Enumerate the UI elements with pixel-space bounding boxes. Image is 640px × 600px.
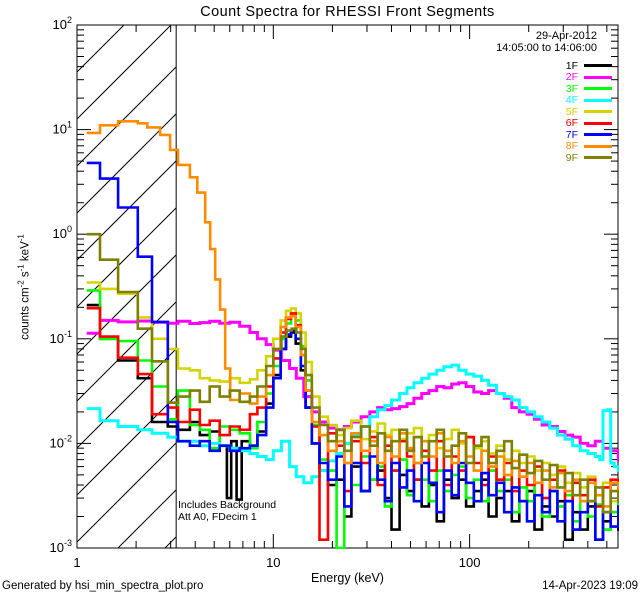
legend-label-7F: 7F (565, 128, 578, 141)
legend-item-3F: 3F (554, 82, 612, 95)
spectra-series (86, 120, 619, 549)
series-line-9F (86, 232, 619, 514)
legend-label-3F: 3F (565, 82, 578, 95)
legend-label-1F: 1F (565, 59, 578, 72)
legend-swatch-9F (584, 156, 612, 160)
observation-date: 29-Apr-2012 (535, 30, 597, 42)
legend-item-2F: 2F (554, 72, 612, 82)
legend-item-9F: 9F (554, 153, 612, 163)
legend-item-1F: 1F (554, 59, 612, 72)
legend-swatch-4F (584, 98, 612, 102)
observation-time-range: 14:05:00 to 14:06:00 (496, 42, 597, 54)
series-line-4F (86, 363, 619, 485)
x-tick-label: 1 (73, 555, 80, 570)
annotation-attenuator-state: Att A0, FDecim 1 (178, 510, 257, 523)
axis-ticks (76, 24, 618, 549)
series-line-8F (86, 120, 619, 508)
legend-item-4F: 4F (554, 95, 612, 105)
footer-timestamp: 14-Apr-2023 19:09 (542, 580, 638, 592)
legend-label-8F: 8F (565, 140, 578, 153)
legend-swatch-2F (584, 75, 612, 79)
tick-labels: 1 10 100 102 101 100 10-1 10-2 10-3 (50, 15, 481, 570)
legend-swatch-3F (584, 87, 612, 91)
series-line-6F (86, 306, 619, 541)
legend-label-6F: 6F (565, 117, 578, 130)
plot-frame (76, 24, 619, 549)
legend-swatch-8F (584, 144, 612, 148)
hatched-low-energy-region (77, 25, 177, 548)
legend-swatch-7F (584, 133, 612, 137)
legend-item-6F: 6F (554, 117, 612, 130)
y-tick-label: 10-1 (50, 329, 72, 346)
y-tick-label: 100 (53, 224, 72, 241)
legend-label-4F: 4F (565, 94, 578, 107)
legend-swatch-5F (584, 110, 612, 114)
legend-swatch-6F (584, 121, 612, 125)
plot-title: Count Spectra for RHESSI Front Segments (200, 4, 495, 20)
x-tick-label: 10 (266, 555, 280, 570)
legend-swatch-1F (584, 64, 612, 67)
legend-label-9F: 9F (565, 151, 578, 164)
legend-item-8F: 8F (554, 140, 612, 153)
x-tick-label: 100 (459, 555, 481, 570)
plot-annotations: Includes Background Att A0, FDecim 1 (178, 499, 277, 523)
legend-label-5F: 5F (565, 105, 578, 118)
y-tick-label: 10-2 (50, 433, 72, 450)
y-axis-title: counts cm-2 s-1 keV-1 (16, 234, 32, 340)
annotation-includes-background: Includes Background (178, 499, 277, 511)
y-tick-label: 10-3 (50, 538, 72, 555)
y-tick-label: 101 (53, 120, 72, 137)
legend-item-5F: 5F (554, 105, 612, 118)
x-axis-title: Energy (keV) (311, 571, 384, 585)
footer-generator-text: Generated by hsi_min_spectra_plot.pro (2, 580, 204, 592)
series-line-7F (86, 161, 619, 541)
legend-item-7F: 7F (554, 130, 612, 140)
y-tick-label: 102 (53, 15, 72, 32)
legend-label-2F: 2F (565, 71, 578, 84)
